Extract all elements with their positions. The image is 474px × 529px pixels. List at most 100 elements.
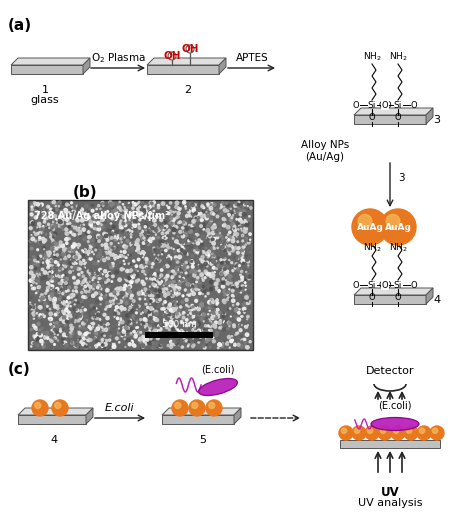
Circle shape (158, 327, 162, 331)
Circle shape (171, 324, 173, 326)
Circle shape (149, 330, 150, 332)
Circle shape (58, 208, 60, 209)
Circle shape (212, 256, 215, 259)
Circle shape (141, 347, 142, 349)
Circle shape (177, 332, 181, 335)
Circle shape (163, 212, 164, 214)
Circle shape (72, 237, 73, 239)
Circle shape (73, 308, 76, 311)
Circle shape (204, 236, 206, 239)
Circle shape (130, 234, 132, 235)
Circle shape (212, 259, 214, 261)
Circle shape (145, 230, 146, 231)
Circle shape (81, 271, 83, 273)
Circle shape (69, 222, 71, 224)
Circle shape (187, 266, 189, 268)
Circle shape (201, 314, 202, 315)
Circle shape (115, 247, 116, 249)
Circle shape (190, 312, 192, 315)
Circle shape (192, 285, 193, 286)
Circle shape (177, 249, 181, 252)
Circle shape (53, 339, 55, 340)
Circle shape (73, 290, 74, 291)
Circle shape (95, 249, 97, 251)
Text: 3: 3 (433, 115, 440, 125)
Circle shape (242, 213, 246, 216)
Circle shape (58, 245, 61, 248)
Circle shape (170, 340, 173, 343)
Circle shape (48, 225, 51, 228)
Circle shape (51, 346, 53, 349)
Circle shape (168, 52, 176, 60)
Circle shape (78, 256, 81, 258)
Circle shape (62, 213, 65, 216)
Circle shape (204, 298, 205, 299)
Circle shape (132, 343, 135, 346)
Circle shape (181, 272, 182, 274)
Circle shape (115, 306, 118, 309)
Circle shape (54, 254, 55, 256)
Circle shape (219, 289, 220, 291)
Circle shape (159, 259, 161, 261)
Circle shape (130, 216, 134, 220)
Circle shape (125, 276, 127, 278)
Circle shape (194, 327, 195, 328)
Circle shape (95, 299, 99, 303)
Circle shape (249, 239, 251, 240)
Circle shape (113, 203, 115, 205)
Circle shape (64, 279, 65, 281)
Circle shape (87, 231, 90, 233)
Circle shape (47, 309, 48, 311)
Circle shape (64, 275, 66, 276)
Circle shape (112, 343, 115, 345)
Circle shape (107, 211, 109, 213)
Circle shape (148, 342, 150, 344)
Circle shape (208, 322, 211, 325)
Circle shape (217, 309, 219, 311)
Circle shape (226, 270, 228, 272)
Circle shape (244, 298, 245, 299)
Circle shape (183, 267, 186, 270)
Circle shape (182, 331, 184, 333)
Text: O: O (379, 101, 385, 110)
Circle shape (367, 428, 373, 433)
Circle shape (59, 220, 62, 224)
Circle shape (95, 345, 98, 348)
Circle shape (50, 335, 52, 338)
Circle shape (77, 319, 80, 322)
Text: O: O (379, 280, 385, 289)
Circle shape (171, 347, 172, 348)
Circle shape (181, 338, 182, 339)
Circle shape (42, 345, 45, 348)
Circle shape (51, 238, 53, 239)
Circle shape (242, 247, 244, 248)
Circle shape (176, 313, 178, 315)
Circle shape (77, 213, 79, 214)
Text: O: O (369, 294, 375, 303)
Circle shape (185, 346, 187, 348)
Circle shape (49, 218, 50, 220)
Circle shape (126, 325, 128, 326)
Circle shape (404, 426, 418, 440)
Circle shape (58, 201, 61, 204)
Circle shape (175, 201, 179, 205)
Circle shape (138, 263, 141, 267)
Circle shape (219, 222, 220, 224)
Circle shape (129, 281, 130, 282)
Circle shape (188, 341, 189, 342)
Circle shape (217, 247, 219, 249)
Circle shape (139, 219, 141, 221)
Text: O: O (385, 101, 392, 110)
Circle shape (44, 223, 45, 224)
Circle shape (144, 217, 145, 218)
Circle shape (111, 291, 112, 292)
Circle shape (145, 294, 146, 295)
Circle shape (144, 270, 147, 273)
Circle shape (44, 336, 46, 339)
Circle shape (242, 253, 244, 254)
Circle shape (214, 226, 216, 229)
Circle shape (55, 245, 56, 247)
Circle shape (170, 217, 173, 220)
Circle shape (198, 285, 201, 288)
Circle shape (193, 273, 196, 276)
